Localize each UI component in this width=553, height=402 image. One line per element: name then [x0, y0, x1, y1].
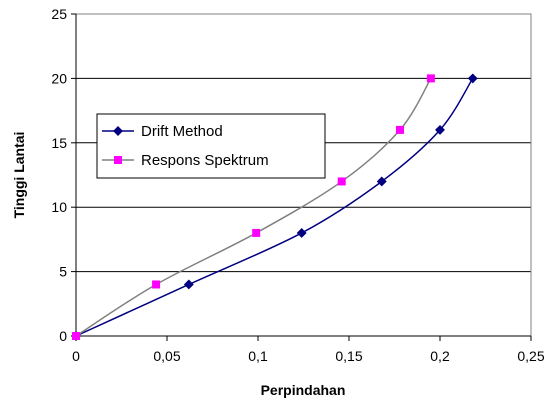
y-tick-label: 25: [51, 6, 67, 22]
x-tick-label: 0,2: [430, 348, 450, 364]
x-axis-title: Perpindahan: [261, 382, 346, 398]
data-point-drift: [376, 176, 387, 187]
x-tick-label: 0,05: [153, 348, 180, 364]
data-point-respons: [152, 280, 161, 289]
data-point-drift: [183, 279, 194, 290]
y-tick-label: 5: [59, 264, 67, 280]
legend-label-drift: Drift Method: [141, 123, 223, 140]
y-axis: 0 5 10 15 20 25: [51, 6, 77, 344]
y-tick-label: 10: [51, 199, 67, 215]
data-point-respons: [426, 74, 435, 83]
data-point-drift: [296, 228, 307, 238]
x-tick-label: 0,15: [335, 348, 362, 364]
legend-box: [96, 113, 326, 179]
x-tick-label: 0,25: [517, 348, 544, 364]
legend-marker-respons: [114, 156, 122, 164]
data-point-respons: [72, 332, 80, 340]
y-axis-title: Tinggi Lantai: [11, 132, 27, 219]
legend: Drift Method Respons Spektrum: [96, 113, 326, 179]
legend-label-respons: Respons Spektrum: [141, 152, 269, 169]
x-axis: 0 0,05 0,1 0,15 0,2 0,25: [72, 335, 545, 364]
y-tick-label: 20: [51, 70, 67, 86]
data-point-drift: [467, 73, 478, 84]
x-tick-label: 0,1: [248, 348, 268, 364]
y-tick-label: 0: [59, 328, 67, 344]
x-tick-label: 0: [72, 348, 80, 364]
data-point-respons: [252, 228, 261, 237]
legend-marker-drift: [113, 126, 123, 136]
data-point-respons: [337, 177, 346, 186]
y-tick-label: 15: [51, 135, 67, 151]
data-point-respons: [395, 125, 404, 134]
